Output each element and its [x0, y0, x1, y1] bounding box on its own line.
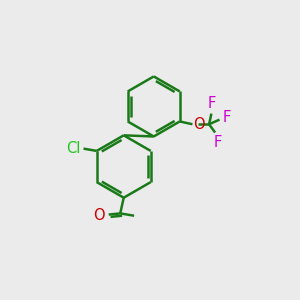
- Text: F: F: [214, 135, 222, 150]
- Text: F: F: [207, 96, 215, 111]
- Text: O: O: [194, 117, 205, 132]
- Text: Cl: Cl: [66, 141, 80, 156]
- Text: F: F: [223, 110, 231, 125]
- Text: O: O: [94, 208, 105, 223]
